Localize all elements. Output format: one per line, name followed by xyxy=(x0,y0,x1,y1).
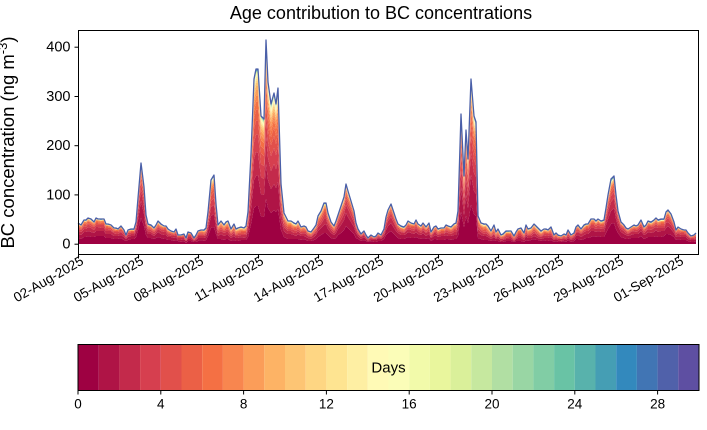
svg-text:100: 100 xyxy=(46,187,70,203)
svg-text:28: 28 xyxy=(650,397,665,412)
svg-text:20: 20 xyxy=(484,397,499,412)
svg-text:8: 8 xyxy=(240,397,248,412)
svg-text:Days: Days xyxy=(371,360,405,377)
svg-text:400: 400 xyxy=(46,40,70,56)
svg-text:300: 300 xyxy=(46,89,70,105)
svg-text:0: 0 xyxy=(62,237,70,253)
svg-text:0: 0 xyxy=(74,397,82,412)
svg-text:BC concentration (ng m-3): BC concentration (ng m-3) xyxy=(0,36,18,248)
svg-text:Age contribution to BC concent: Age contribution to BC concentrations xyxy=(230,3,532,23)
svg-text:16: 16 xyxy=(402,397,417,412)
svg-text:12: 12 xyxy=(319,397,334,412)
svg-text:4: 4 xyxy=(157,397,165,412)
svg-text:200: 200 xyxy=(46,138,70,154)
svg-text:24: 24 xyxy=(567,397,583,412)
